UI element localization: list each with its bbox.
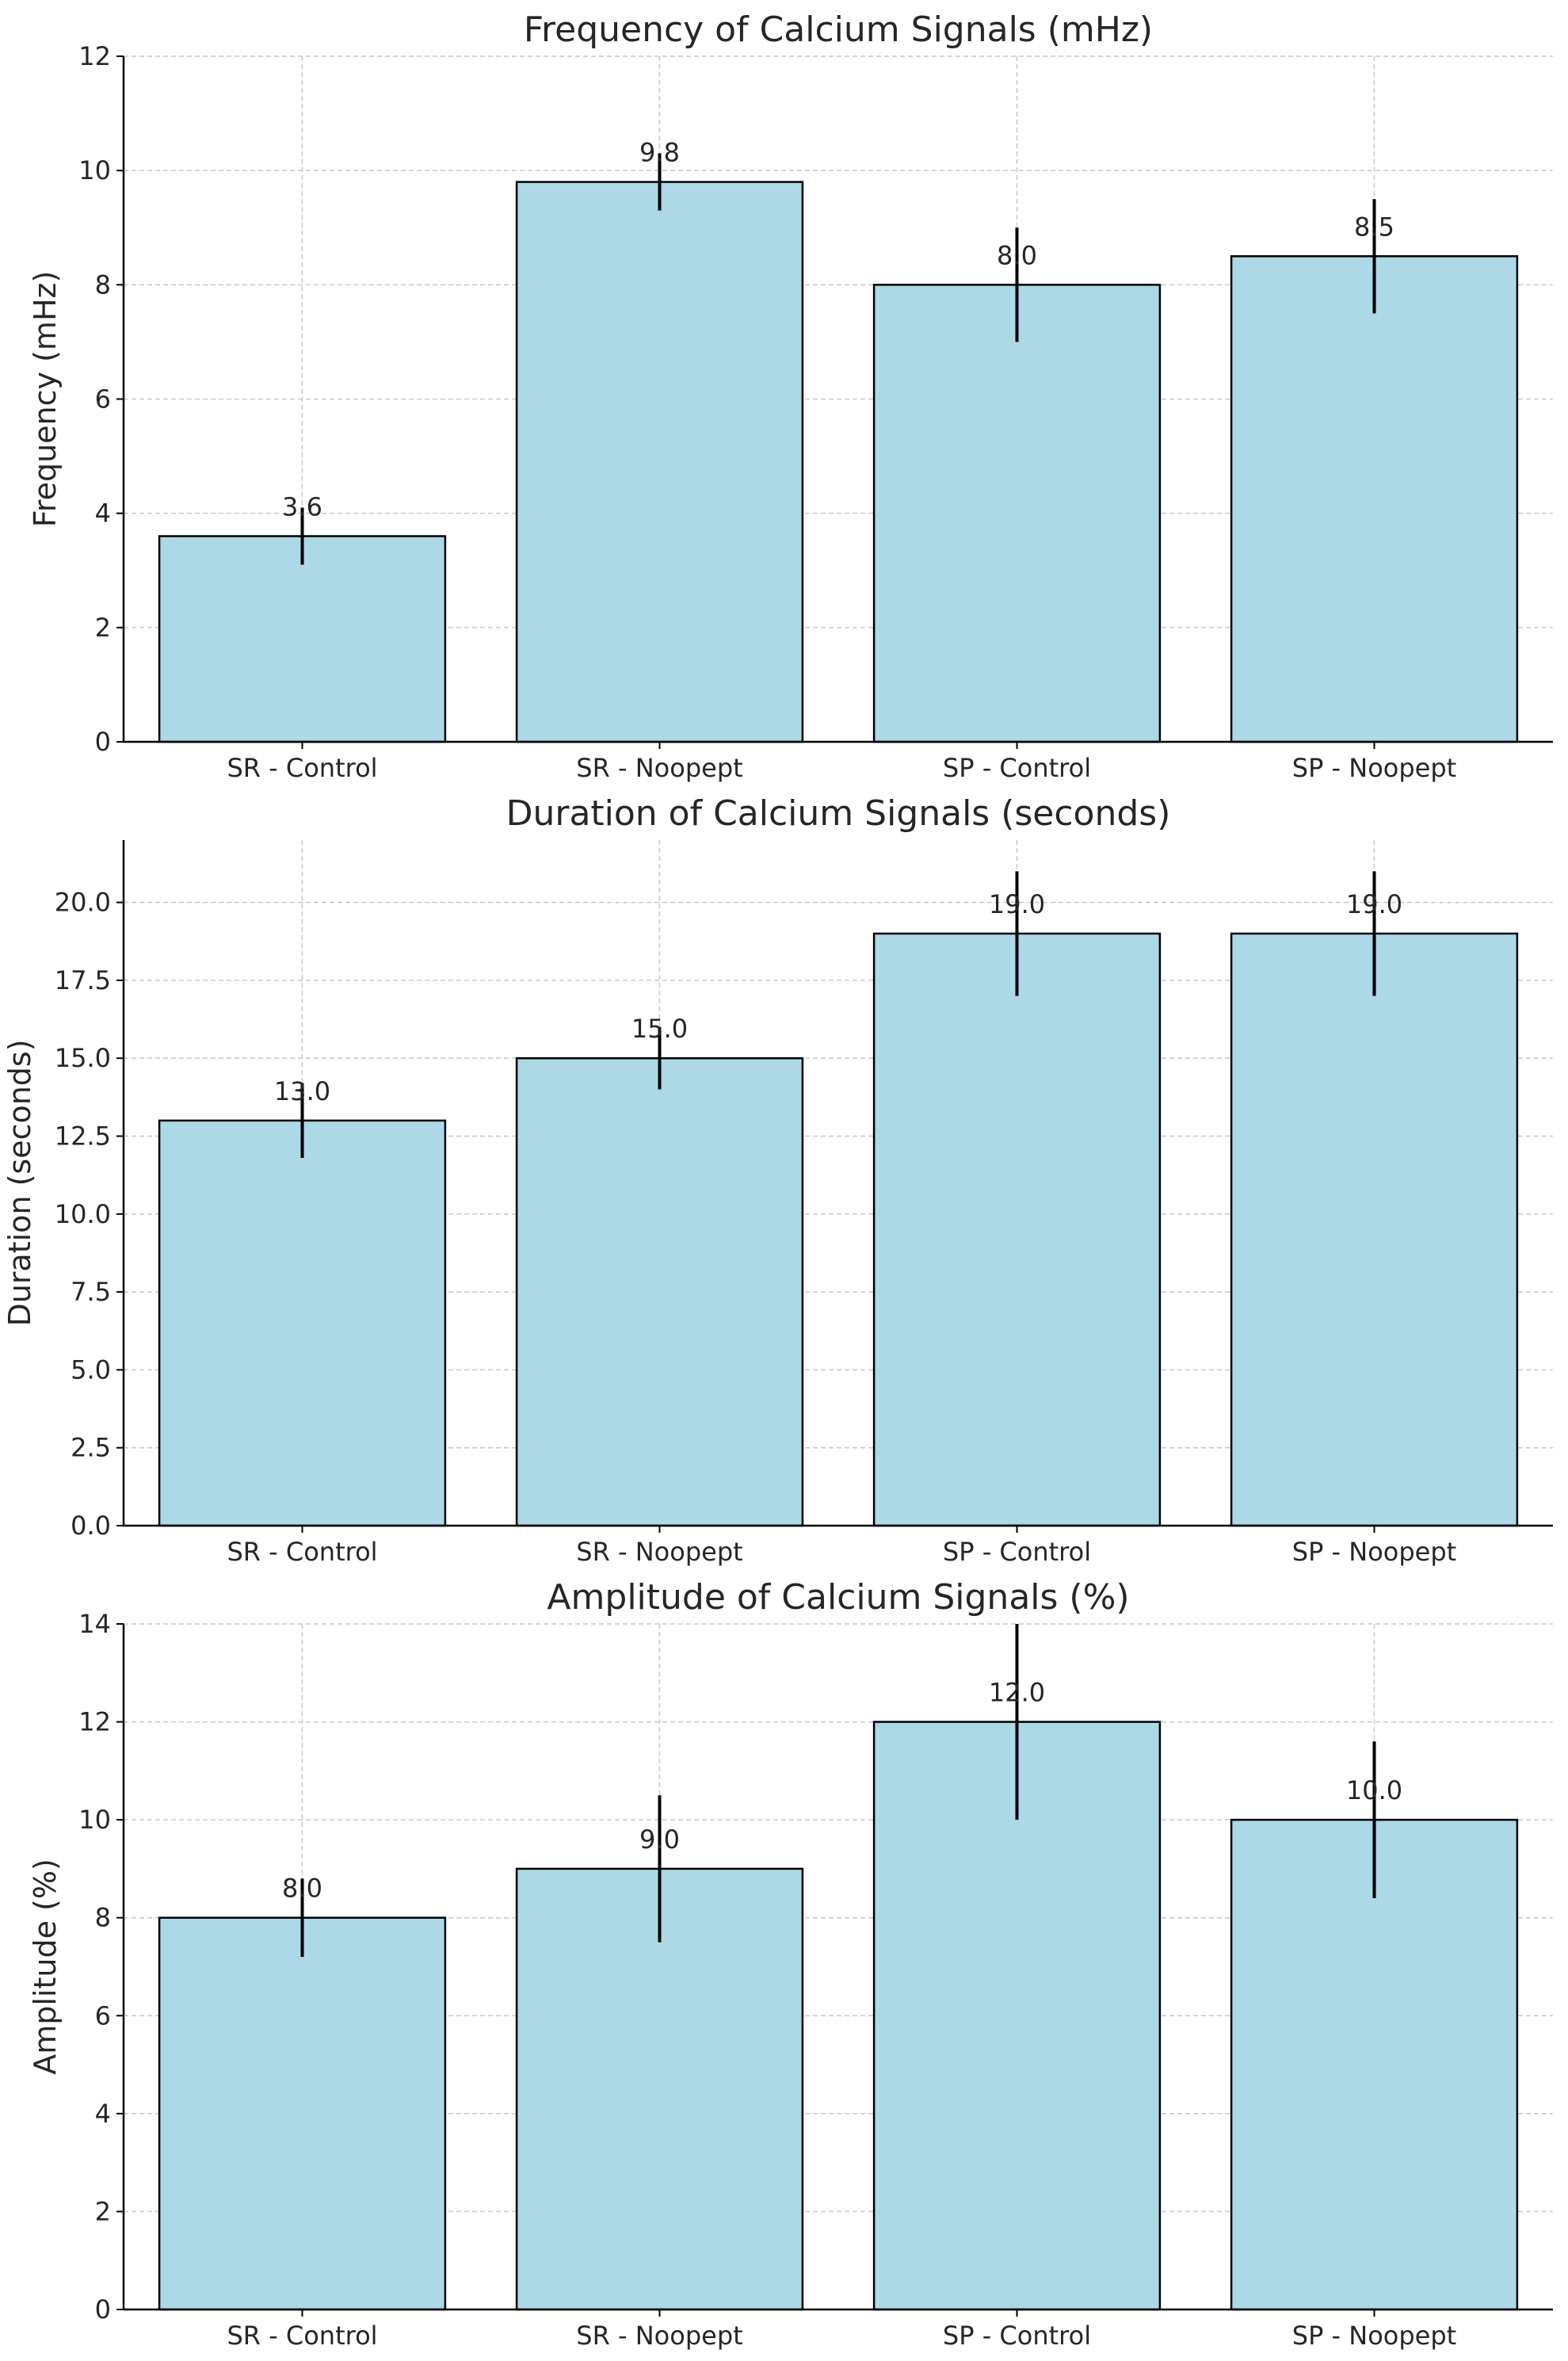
y-tick-label: 4	[95, 499, 111, 529]
data-label: 12.0	[989, 1678, 1045, 1708]
x-tick-label: SR - Control	[227, 753, 377, 783]
bar	[872, 932, 1162, 1527]
x-tick-label: SR - Noopept	[576, 753, 742, 783]
chart-3: 8.0 9.0 12.0 10.0 0 2 4 6 8 10 12 14 SR - Control SR …	[28, 1577, 1553, 2351]
y-tick-label: 15.0	[55, 1043, 111, 1073]
chart-title: Frequency of Calcium Signals (mHz)	[524, 10, 1153, 50]
x-tick-label: SR - Noopept	[576, 2321, 742, 2351]
data-label: 10.0	[1346, 1775, 1402, 1805]
y-tick-label: 0	[95, 2294, 111, 2325]
bar	[1230, 1818, 1519, 2311]
y-axis-label: Duration (seconds)	[2, 1039, 37, 1326]
data-label: 19.0	[989, 889, 1045, 919]
bar	[1230, 255, 1519, 743]
data-label: 9.0	[639, 1824, 680, 1855]
y-tick-label: 2	[95, 2196, 111, 2226]
data-label: 8.0	[997, 240, 1037, 270]
x-tick-label: SR - Control	[227, 1537, 377, 1567]
y-tick-label: 2.5	[71, 1433, 111, 1463]
bar	[158, 1916, 447, 2311]
y-tick-label: 0	[95, 727, 111, 757]
bar	[515, 1056, 804, 1527]
x-tick-label: SP - Noopept	[1292, 2321, 1456, 2351]
y-tick-label: 7.5	[71, 1277, 111, 1307]
y-tick-label: 6	[95, 384, 111, 415]
y-tick-label: 17.5	[55, 965, 111, 995]
bar	[872, 284, 1162, 743]
y-tick-label: 5.0	[71, 1354, 111, 1385]
chart-title: Amplitude of Calcium Signals (%)	[547, 1577, 1129, 1618]
x-tick-label: SP - Noopept	[1292, 753, 1456, 783]
x-tick-label: SP - Control	[943, 1537, 1091, 1567]
y-tick-label: 8	[95, 1903, 111, 1933]
data-label: 19.0	[1346, 889, 1402, 919]
y-tick-label: 14	[78, 1609, 111, 1639]
bar	[515, 181, 804, 743]
bar	[158, 1119, 447, 1527]
y-tick-label: 2	[95, 613, 111, 643]
y-tick-label: 10	[78, 1805, 111, 1835]
y-tick-label: 10.0	[55, 1199, 111, 1229]
y-tick-label: 12	[78, 41, 111, 71]
bar	[1230, 932, 1519, 1527]
bar	[158, 535, 447, 743]
chart-2: 13.0 15.0 19.0 19.0 0.0 2.5 5.0 7.5 10.0 12.5 15.0…	[2, 793, 1553, 1567]
x-tick-label: SR - Noopept	[576, 1537, 742, 1567]
y-tick-label: 20.0	[55, 888, 111, 918]
data-label: 8.5	[1354, 212, 1394, 242]
y-axis-label: Amplitude (%)	[28, 1859, 63, 2075]
data-label: 15.0	[631, 1014, 688, 1044]
chart-title: Duration of Calcium Signals (seconds)	[506, 793, 1171, 834]
x-tick-label: SP - Noopept	[1292, 1537, 1456, 1567]
y-axis-label: Frequency (mHz)	[28, 271, 63, 528]
chart-1: 3.6 9.8 8.0 8.5 0 2 4 6 8 10 12 SR - Control SR - No…	[28, 10, 1553, 783]
y-tick-label: 12.5	[55, 1121, 111, 1152]
data-label: 13.0	[274, 1076, 330, 1106]
y-tick-label: 10	[78, 155, 111, 185]
y-tick-label: 6	[95, 2000, 111, 2031]
data-label: 8.0	[282, 1874, 322, 1904]
x-tick-label: SP - Control	[943, 753, 1091, 783]
y-tick-label: 8	[95, 269, 111, 300]
x-tick-label: SR - Control	[227, 2321, 377, 2351]
data-label: 3.6	[282, 492, 322, 522]
y-tick-label: 12	[78, 1707, 111, 1737]
data-label: 9.8	[639, 138, 680, 168]
x-tick-label: SP - Control	[943, 2321, 1091, 2351]
y-tick-label: 4	[95, 2099, 111, 2129]
y-tick-label: 0.0	[71, 1511, 111, 1541]
bar	[872, 1721, 1162, 2311]
